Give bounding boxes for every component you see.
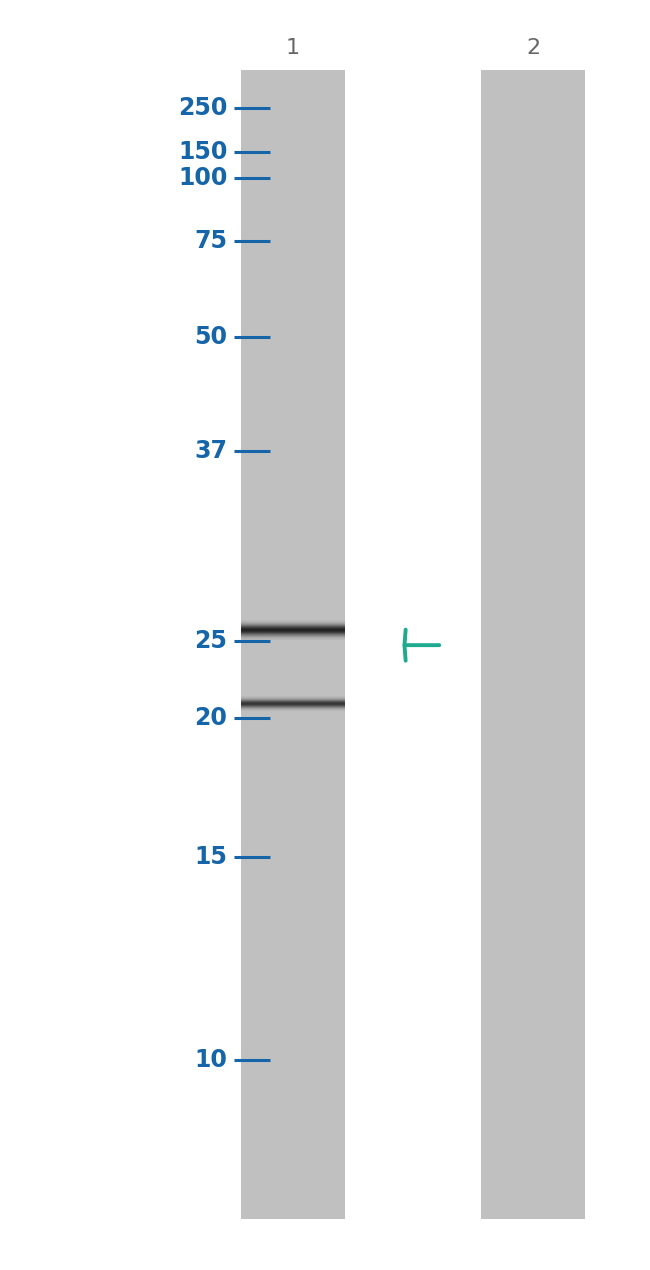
- Text: 20: 20: [194, 706, 228, 729]
- Text: 50: 50: [194, 325, 228, 348]
- Text: 37: 37: [194, 439, 228, 462]
- Text: 100: 100: [178, 166, 228, 189]
- Text: 10: 10: [194, 1049, 228, 1072]
- Bar: [240, 70, 344, 1219]
- Bar: [481, 70, 585, 1219]
- Text: 1: 1: [285, 38, 300, 58]
- Text: 150: 150: [178, 141, 228, 164]
- Text: 2: 2: [526, 38, 540, 58]
- Text: 15: 15: [194, 846, 228, 869]
- Text: 250: 250: [178, 97, 228, 119]
- Text: 25: 25: [194, 630, 228, 653]
- Text: 75: 75: [194, 230, 228, 253]
